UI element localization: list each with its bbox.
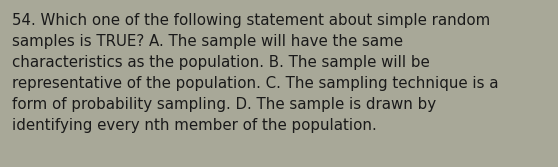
Text: 54. Which one of the following statement about simple random
samples is TRUE? A.: 54. Which one of the following statement… [12, 13, 498, 133]
